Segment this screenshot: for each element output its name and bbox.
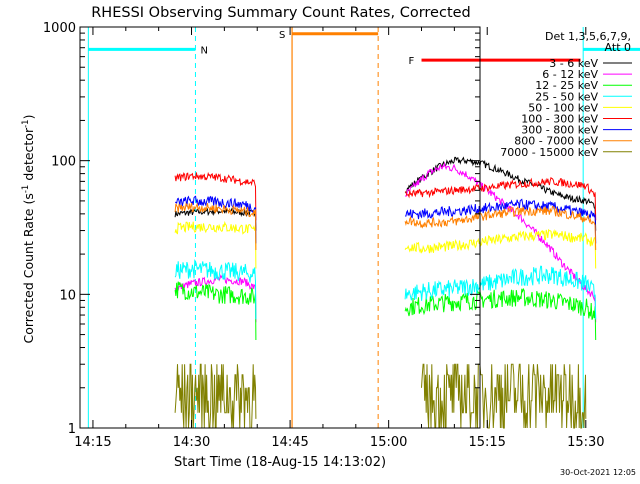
legend-label: 100 - 300 keV bbox=[521, 113, 598, 126]
x-tick-label: 15:30 bbox=[567, 435, 604, 450]
x-tick-label: 14:45 bbox=[271, 435, 308, 450]
y-axis-label-part: Corrected Count Rate (s bbox=[21, 193, 36, 343]
legend-label: 12 - 25 keV bbox=[535, 79, 598, 92]
chart-title: RHESSI Observing Summary Count Rates, Co… bbox=[91, 5, 471, 21]
observing-flags: N S F bbox=[87, 27, 640, 428]
series-line-4 bbox=[174, 259, 597, 320]
y-tick-label: 1 bbox=[68, 422, 76, 437]
footer-timestamp: 30-Oct-2021 12:05 bbox=[560, 468, 636, 477]
y-axis-label: Corrected Count Rate (s-1 detector-1) bbox=[21, 115, 36, 344]
x-tick-label: 15:15 bbox=[468, 435, 505, 450]
plot-frame bbox=[79, 26, 481, 429]
series-lines bbox=[174, 156, 597, 429]
y-tick-label: 10 bbox=[59, 288, 76, 303]
legend-label: 25 - 50 keV bbox=[535, 90, 598, 103]
series-line-5 bbox=[174, 220, 597, 269]
legend-label: 300 - 800 keV bbox=[521, 124, 598, 137]
legend-label: 3 - 6 keV bbox=[549, 57, 598, 70]
series-line-7 bbox=[175, 195, 597, 244]
legend-label: 7000 - 15000 keV bbox=[500, 146, 598, 159]
x-tick-label: 14:30 bbox=[173, 435, 210, 450]
y-axis-label-superscript: -1 bbox=[21, 185, 31, 193]
y-axis-label-part: detector bbox=[21, 127, 36, 185]
x-tick-label: 15:00 bbox=[370, 435, 407, 450]
y-axis-label-superscript: -1 bbox=[21, 119, 31, 127]
y-tick-label: 1000 bbox=[43, 21, 76, 36]
flare-flag-letter: F bbox=[409, 56, 415, 67]
legend-label: 6 - 12 keV bbox=[542, 68, 598, 81]
y-axis-ticks: 1 10 100 1000 bbox=[43, 21, 480, 437]
night-flag-letter: N bbox=[200, 45, 207, 56]
legend-label: 50 - 100 keV bbox=[528, 101, 598, 114]
y-tick-label: 100 bbox=[51, 155, 76, 170]
series-line-3 bbox=[174, 281, 597, 341]
series-line-8 bbox=[174, 202, 597, 251]
legend-header-line-2: Att 0 bbox=[605, 41, 631, 54]
x-axis-label: Start Time (18-Aug-15 14:13:02) bbox=[174, 455, 386, 470]
y-axis-label-part: ) bbox=[21, 115, 36, 120]
x-tick-label: 14:15 bbox=[74, 435, 111, 450]
legend-label: 800 - 7000 keV bbox=[514, 135, 598, 148]
legend-header-line-1: Det 1,3,5,6,7,9, bbox=[545, 30, 631, 43]
saa-flag-letter: S bbox=[279, 30, 285, 41]
series-line-6 bbox=[174, 171, 597, 221]
